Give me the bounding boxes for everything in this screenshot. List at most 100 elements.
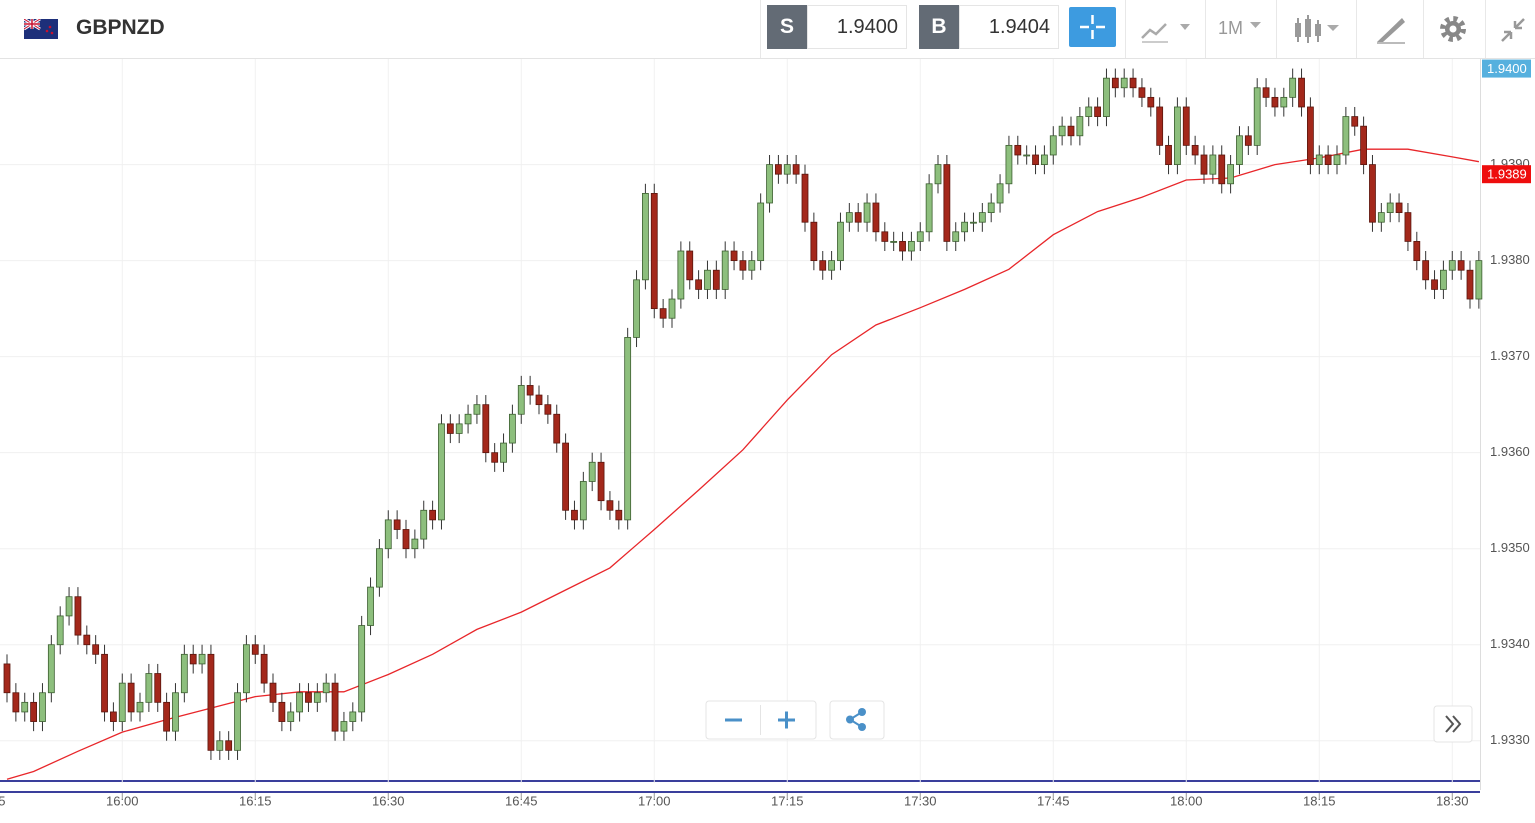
candle-body <box>180 653 188 694</box>
candle-body <box>970 221 977 224</box>
symbol: GBPNZD <box>76 16 165 39</box>
candle-body <box>1049 135 1057 156</box>
candle-body <box>136 701 144 713</box>
candle-body <box>384 519 392 550</box>
candle-body <box>39 692 46 722</box>
candle-body <box>296 692 304 713</box>
candle-body <box>1129 77 1137 89</box>
x-tick-label: 16:30 <box>372 793 405 808</box>
candle-body <box>438 423 445 521</box>
candle-body <box>845 212 853 223</box>
candle-body <box>579 481 587 521</box>
candle-body <box>92 644 100 655</box>
candle-body <box>482 404 490 454</box>
chart-type-button[interactable] <box>1140 16 1195 44</box>
candle-body <box>721 250 729 290</box>
candle-body <box>21 701 29 713</box>
candle-body <box>686 250 694 281</box>
collapse-button[interactable] <box>1498 15 1528 45</box>
sell-price: 1.9400 <box>807 5 907 49</box>
candle-body <box>1156 106 1164 146</box>
candle-body <box>934 164 942 185</box>
price-marker <box>1482 165 1531 184</box>
candle-body <box>1466 269 1474 300</box>
candle-body <box>269 682 277 703</box>
candle-body <box>801 173 809 223</box>
candle-body <box>792 164 800 175</box>
candle-body <box>961 221 968 233</box>
candle-body <box>101 653 108 713</box>
candle-body <box>393 519 401 530</box>
candle-body <box>828 260 835 271</box>
candle-body <box>899 241 906 252</box>
candle-body <box>508 413 516 444</box>
y-tick-label: 1.9340 <box>1490 636 1530 651</box>
x-tick-label: 15:45 <box>0 793 6 808</box>
candle-body <box>1298 77 1305 108</box>
candle-body <box>1244 135 1252 146</box>
candle-body <box>1094 106 1101 117</box>
y-tick-label: 1.9330 <box>1490 732 1530 747</box>
candle-body <box>872 202 880 233</box>
x-tick-label: 16:45 <box>505 793 538 808</box>
candle-body <box>163 701 171 732</box>
candle-body <box>908 241 915 252</box>
settings-button[interactable] <box>1437 13 1469 45</box>
timeframe[interactable]: 1M <box>1218 18 1244 38</box>
candle-body <box>1005 144 1013 185</box>
candle-body <box>1315 154 1323 165</box>
candle-body <box>1289 77 1297 98</box>
candle-body <box>305 692 312 703</box>
candle-body <box>606 500 614 511</box>
price-marker <box>1482 59 1531 78</box>
candle-body <box>446 423 454 434</box>
indicators-button[interactable] <box>1292 14 1347 46</box>
buy-button[interactable]: B <box>919 5 959 49</box>
x-tick-label: 17:15 <box>771 793 804 808</box>
candle-body <box>925 183 933 233</box>
x-tick-label: 18:00 <box>1170 793 1203 808</box>
sell-button[interactable]: S <box>767 5 807 49</box>
candle-body <box>659 308 667 319</box>
candle-body <box>491 452 499 463</box>
draw-button[interactable] <box>1374 14 1408 46</box>
candle-body <box>83 634 91 646</box>
candle-body <box>1058 125 1066 137</box>
candle-body <box>1014 144 1022 156</box>
candle-body <box>500 442 507 463</box>
candle-body <box>65 596 73 617</box>
candle-body <box>429 509 437 521</box>
candle-body <box>881 231 889 242</box>
candle-body <box>1431 279 1438 290</box>
candle-body <box>1377 212 1385 223</box>
share-button[interactable] <box>846 708 866 731</box>
candle-body <box>420 509 428 540</box>
candle-body <box>172 692 179 732</box>
candle-body <box>615 509 623 521</box>
candle-body <box>863 202 871 223</box>
candle-body <box>1271 96 1279 108</box>
buy-price: 1.9404 <box>959 5 1059 49</box>
candle-body <box>1324 154 1332 165</box>
candle-body <box>216 740 224 751</box>
candle-body <box>1227 164 1234 185</box>
candle-body <box>340 721 348 732</box>
candle-body <box>819 260 827 271</box>
zoom-in[interactable] <box>778 711 795 729</box>
candle-body <box>1200 154 1208 175</box>
candle-body <box>1475 260 1483 300</box>
candle-body <box>562 442 569 511</box>
crosshair-button[interactable] <box>1069 7 1116 47</box>
candle-body <box>1085 106 1093 117</box>
candle-body <box>810 221 818 262</box>
candle-body <box>455 423 463 434</box>
candle-body <box>952 231 960 242</box>
plot-area <box>0 58 1480 783</box>
candle-body <box>766 164 773 204</box>
candle-body <box>154 673 162 703</box>
candle-body <box>916 231 924 242</box>
candle-body <box>3 663 11 694</box>
candle-body <box>739 260 747 271</box>
candle-body <box>677 250 685 300</box>
candle-body <box>411 538 419 550</box>
